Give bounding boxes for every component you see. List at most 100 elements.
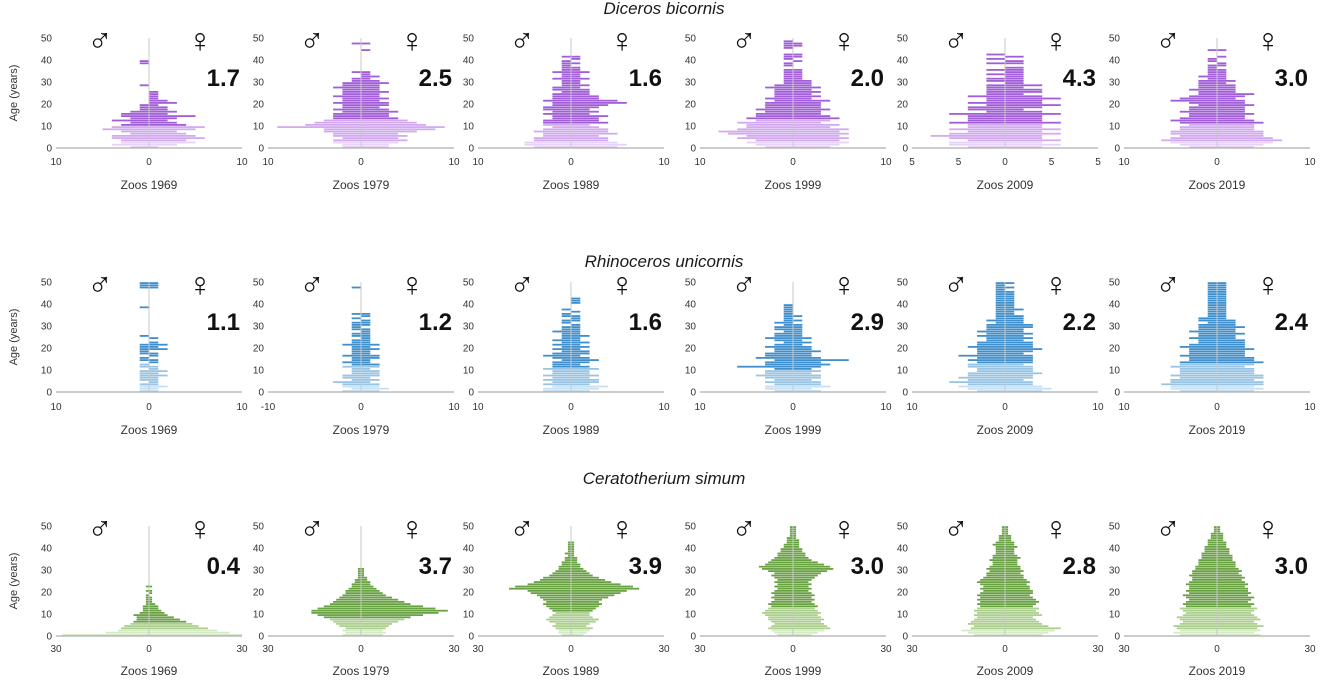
- male-bar: [1189, 112, 1217, 115]
- male-bar: [1207, 64, 1217, 67]
- male-bar: [1179, 629, 1217, 632]
- female-bar: [1005, 552, 1015, 555]
- male-bar: [515, 585, 571, 588]
- female-bar: [571, 607, 596, 610]
- x-tick-label: 0: [568, 157, 574, 168]
- female-bar: [1005, 130, 1043, 133]
- x-tick-label: 10: [448, 402, 460, 413]
- female-bar: [793, 44, 803, 47]
- female-bar: [1217, 356, 1255, 359]
- male-bar: [967, 363, 1005, 366]
- male-bar: [1189, 95, 1217, 98]
- male-bar: [1204, 550, 1217, 553]
- female-bar: [793, 115, 831, 118]
- female-bar: [361, 596, 392, 599]
- female-bar: [1005, 128, 1061, 131]
- female-bar: [793, 82, 812, 85]
- female-bar: [1217, 88, 1236, 91]
- male-bar: [1001, 532, 1005, 535]
- female-bar: [361, 145, 389, 148]
- female-bar: [361, 350, 371, 353]
- female-bar: [149, 343, 168, 346]
- y-tick-label: 0: [258, 632, 264, 643]
- male-bar: [995, 308, 1005, 311]
- y-tick-label: 40: [41, 544, 53, 555]
- male-bar: [771, 559, 793, 562]
- male-bar: [1198, 341, 1217, 344]
- male-bar: [351, 42, 361, 45]
- male-bar: [774, 589, 793, 592]
- x-axis-label: Zoos 1999: [765, 178, 822, 192]
- female-bar: [571, 137, 609, 140]
- female-bar: [361, 137, 399, 140]
- male-bar: [967, 145, 1005, 148]
- male-bar: [967, 123, 1005, 126]
- female-symbol-icon: ♀: [831, 510, 857, 548]
- sex-ratio-label: 3.0: [851, 553, 884, 580]
- male-bar: [765, 361, 793, 364]
- male-bar: [765, 363, 793, 366]
- male-bar: [777, 578, 793, 581]
- female-bar: [1217, 326, 1245, 329]
- y-tick-label: 20: [1109, 344, 1121, 355]
- male-symbol-icon: ♂: [943, 510, 969, 548]
- male-bar: [1204, 545, 1217, 548]
- male-bar: [949, 137, 1005, 140]
- female-bar: [361, 343, 380, 346]
- male-bar: [558, 629, 571, 632]
- male-bar: [783, 543, 793, 546]
- female-bar: [793, 598, 815, 601]
- x-tick-label: 10: [906, 402, 918, 413]
- male-bar: [949, 141, 1005, 144]
- female-bar: [1005, 93, 1024, 96]
- male-bar: [543, 354, 571, 357]
- female-bar: [1217, 139, 1283, 142]
- female-bar: [149, 112, 168, 115]
- female-bar: [1217, 106, 1245, 109]
- female-bar: [149, 139, 187, 142]
- male-bar: [765, 385, 793, 388]
- y-tick-label: 10: [1109, 366, 1121, 377]
- sex-ratio-label: 1.1: [207, 309, 240, 336]
- female-bar: [571, 387, 599, 390]
- male-bar: [949, 121, 1005, 124]
- female-bar: [1005, 139, 1061, 142]
- male-bar: [1186, 605, 1217, 608]
- x-tick-label: 10: [694, 402, 706, 413]
- female-bar: [361, 622, 392, 625]
- female-bar: [1217, 592, 1252, 595]
- male-bar: [777, 583, 793, 586]
- y-tick-label: 0: [46, 144, 52, 155]
- male-bar: [533, 581, 571, 584]
- female-bar: [149, 345, 159, 348]
- male-bar: [121, 141, 149, 144]
- female-bar: [1217, 543, 1227, 546]
- male-bar: [552, 381, 571, 384]
- female-bar: [361, 71, 371, 74]
- male-bar: [333, 381, 361, 384]
- male-bar: [977, 389, 1005, 392]
- female-bar: [1217, 145, 1255, 148]
- female-bar: [1005, 345, 1033, 348]
- female-bar: [793, 603, 815, 606]
- male-bar: [543, 106, 571, 109]
- female-bar: [1005, 97, 1061, 100]
- male-bar: [139, 350, 149, 353]
- y-tick-label: 50: [253, 34, 265, 45]
- male-bar: [1173, 625, 1217, 628]
- male-bar: [305, 123, 361, 126]
- female-bar: [149, 354, 159, 357]
- male-bar: [765, 352, 793, 355]
- female-bar: [793, 145, 831, 148]
- male-bar: [986, 57, 1005, 60]
- female-bar: [361, 352, 371, 355]
- female-bar: [1217, 321, 1236, 324]
- species-title: Diceros bicornis: [604, 0, 725, 18]
- female-symbol-icon: ♀: [187, 510, 213, 548]
- female-bar: [1217, 365, 1245, 368]
- female-bar: [1217, 95, 1245, 98]
- male-bar: [986, 326, 1005, 329]
- male-bar: [552, 110, 571, 113]
- female-bar: [571, 594, 615, 597]
